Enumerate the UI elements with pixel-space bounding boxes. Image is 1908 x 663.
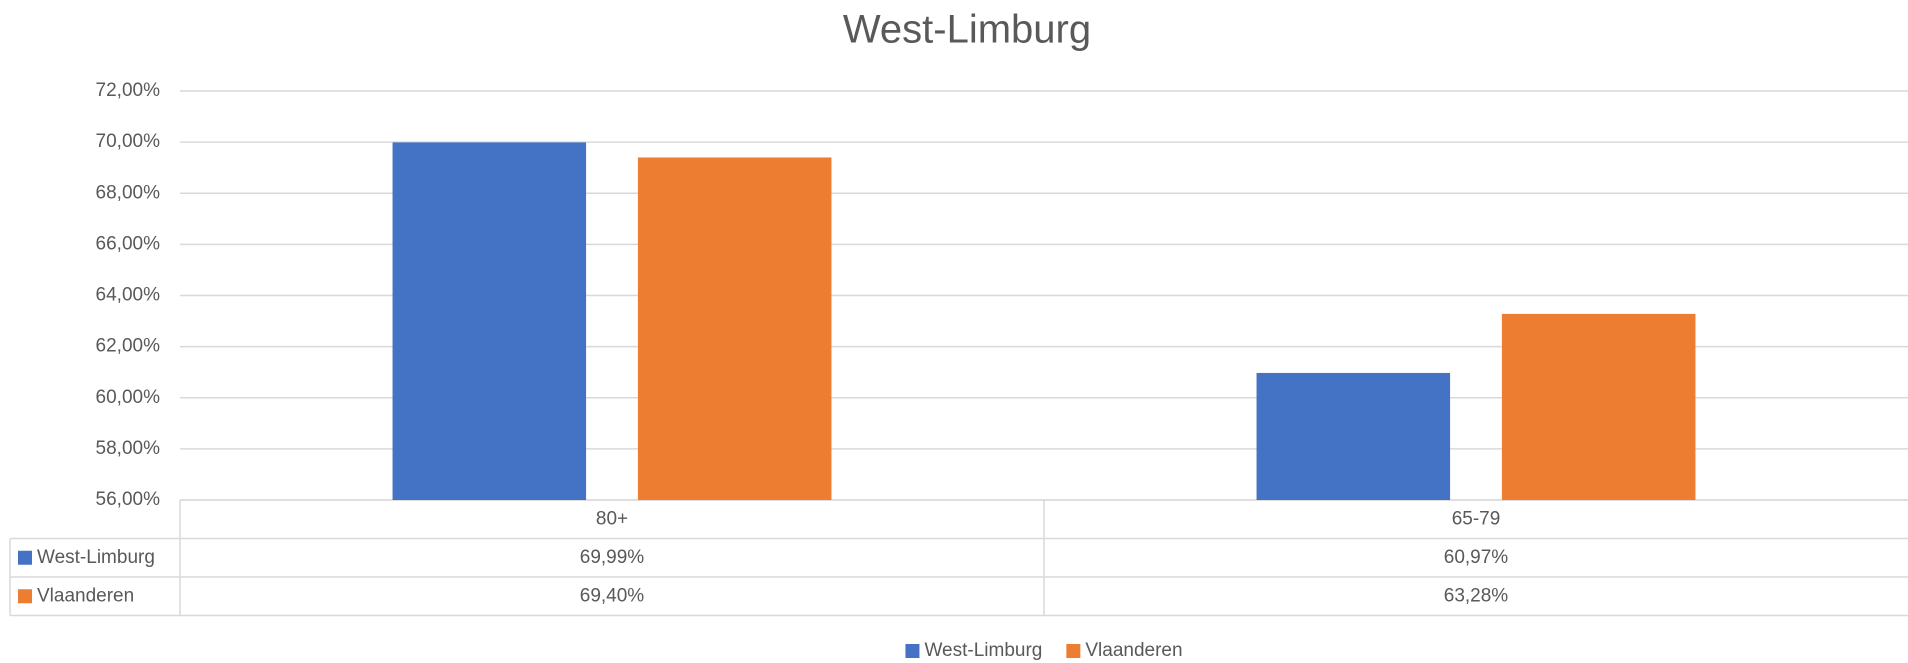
legend-swatch <box>18 550 32 565</box>
x-tick-label: 80+ <box>596 508 628 529</box>
bar <box>392 142 587 501</box>
bar <box>1501 313 1696 500</box>
y-tick-label: 68,00% <box>96 182 161 203</box>
legend: West-Limburg Vlaanderen <box>905 640 1183 661</box>
bar <box>637 157 832 500</box>
legend-label: Vlaanderen <box>1085 640 1182 661</box>
table-row-label: Vlaanderen <box>37 585 134 606</box>
y-tick-label: 56,00% <box>96 489 161 510</box>
legend-swatch <box>905 644 920 658</box>
x-tick-label: 65-79 <box>1452 508 1501 529</box>
legend-swatch <box>1066 644 1081 658</box>
y-tick-label: 62,00% <box>96 336 161 357</box>
y-tick-label: 72,00% <box>96 80 161 101</box>
y-tick-label: 58,00% <box>96 438 161 459</box>
legend-label: West-Limburg <box>924 640 1042 661</box>
legend-swatch <box>18 589 32 604</box>
table-value: 63,28% <box>1444 585 1509 606</box>
table-value: 60,97% <box>1444 547 1509 568</box>
y-tick-label: 70,00% <box>96 131 161 152</box>
bar <box>1256 372 1451 500</box>
table-row-label: West-Limburg <box>37 547 155 568</box>
y-tick-label: 64,00% <box>96 285 161 306</box>
y-tick-label: 66,00% <box>96 233 161 254</box>
table-value: 69,40% <box>580 585 645 606</box>
table-value: 69,99% <box>580 547 645 568</box>
y-tick-label: 60,00% <box>96 387 161 408</box>
chart-title: West-Limburg <box>843 8 1091 52</box>
